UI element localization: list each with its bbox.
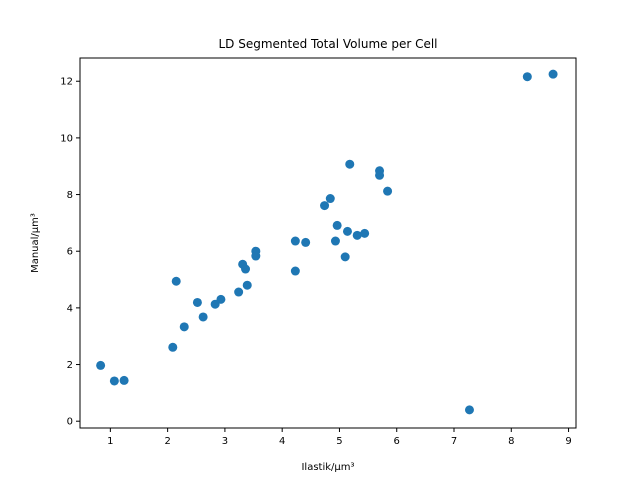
data-point-30 <box>375 170 385 180</box>
y-tick-label: 6 <box>67 247 73 258</box>
plot-frame <box>79 57 577 429</box>
x-tick-label: 5 <box>336 436 342 447</box>
y-tick-label: 2 <box>67 360 73 371</box>
data-point-6 <box>179 322 189 332</box>
data-point-16 <box>251 251 261 261</box>
y-tick-label: 4 <box>67 303 73 314</box>
y-axis-ticks: 0 2 4 6 8 10 12 <box>60 77 80 428</box>
points-layer <box>96 69 558 415</box>
data-point-20 <box>320 201 330 211</box>
data-point-25 <box>342 226 352 236</box>
data-point-31 <box>383 186 393 196</box>
y-tick-label: 8 <box>67 190 73 201</box>
x-tick-label: 8 <box>508 436 514 447</box>
data-point-8 <box>198 312 208 322</box>
data-point-23 <box>332 220 342 230</box>
data-point-19 <box>301 237 311 247</box>
x-tick-label: 6 <box>394 436 400 447</box>
data-point-13 <box>241 264 251 274</box>
data-point-22 <box>330 236 340 246</box>
data-point-4 <box>168 342 178 352</box>
data-point-7 <box>192 297 202 307</box>
data-point-18 <box>290 266 300 276</box>
data-point-34 <box>548 69 558 79</box>
x-tick-label: 1 <box>107 436 113 447</box>
y-tick-label: 10 <box>60 133 73 144</box>
x-axis-ticks: 1 2 3 4 5 6 7 8 9 <box>107 428 572 447</box>
data-point-27 <box>352 230 362 240</box>
data-point-10 <box>216 294 226 304</box>
y-tick-label: 0 <box>67 417 73 428</box>
data-point-5 <box>171 276 181 286</box>
data-point-14 <box>242 280 252 290</box>
x-tick-label: 7 <box>451 436 457 447</box>
data-point-2 <box>109 376 119 386</box>
data-point-17 <box>290 236 300 246</box>
data-point-32 <box>464 405 474 415</box>
data-point-3 <box>119 375 129 385</box>
chart-title: LD Segmented Total Volume per Cell <box>218 37 437 51</box>
x-tick-label: 3 <box>222 436 228 447</box>
data-point-24 <box>340 252 350 262</box>
x-tick-label: 2 <box>164 436 170 447</box>
y-tick-label: 12 <box>60 77 73 88</box>
data-point-21 <box>325 194 335 204</box>
data-point-28 <box>360 228 370 238</box>
data-point-11 <box>234 287 244 297</box>
data-point-33 <box>522 72 532 82</box>
x-tick-label: 4 <box>279 436 285 447</box>
x-axis-label: Ilastik/μm³ <box>301 462 354 473</box>
y-axis-label: Manual/μm³ <box>30 213 41 273</box>
data-point-26 <box>345 159 355 169</box>
data-point-1 <box>96 360 106 370</box>
x-tick-label: 9 <box>565 436 571 447</box>
